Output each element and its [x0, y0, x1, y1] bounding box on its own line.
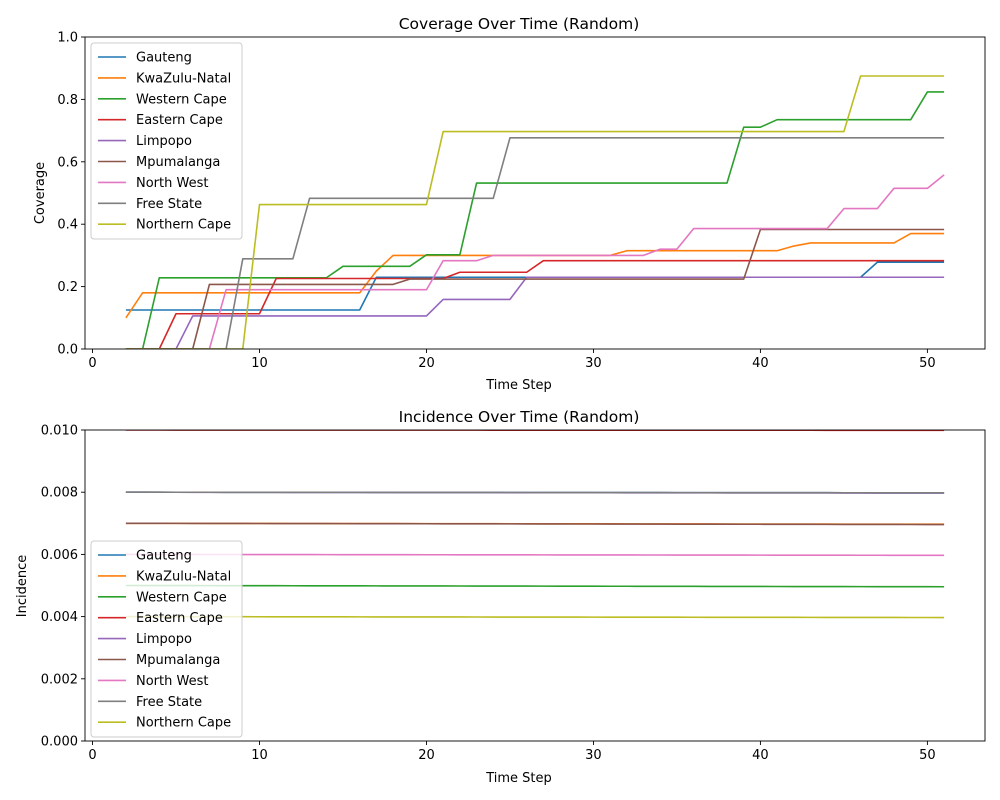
coverage-legend-label: Gauteng [136, 51, 192, 66]
coverage-y-tick-label: 0.4 [57, 218, 78, 233]
incidence-line-mpumalanga [125, 522, 945, 526]
incidence-series-group [125, 430, 945, 619]
incidence-y-axis-label: Incidence [15, 555, 30, 617]
coverage-legend-label: Free State [136, 197, 202, 212]
incidence-x-tick-label: 40 [752, 748, 769, 763]
incidence-y-tick-label: 0.000 [41, 735, 78, 750]
coverage-x-tick-label: 30 [585, 356, 602, 371]
coverage-x-tick-label: 50 [919, 356, 936, 371]
coverage-chart-title: Coverage Over Time (Random) [399, 15, 640, 33]
coverage-y-tick-label: 0.8 [57, 93, 78, 108]
coverage-legend-label: KwaZulu-Natal [136, 71, 231, 86]
coverage-y-tick-label: 0.2 [57, 280, 78, 295]
incidence-legend-label: Eastern Cape [136, 611, 223, 626]
incidence-legend-label: Free State [136, 695, 202, 710]
coverage-y-tick-label: 1.0 [57, 31, 78, 46]
coverage-legend-label: North West [136, 176, 208, 191]
coverage-legend-label: Eastern Cape [136, 113, 223, 128]
incidence-line-western-cape [125, 584, 945, 588]
incidence-x-tick-label: 0 [88, 748, 96, 763]
incidence-legend-label: Limpopo [136, 632, 192, 647]
coverage-axes-frame [84, 36, 986, 350]
coverage-line-eastern-cape [125, 259, 945, 349]
coverage-line-mpumalanga [125, 228, 945, 349]
incidence-y-tick-label: 0.004 [41, 610, 78, 625]
coverage-line-northern-cape [125, 75, 945, 349]
coverage-legend-label: Mpumalanga [136, 155, 220, 170]
incidence-x-axis-label: Time Step [485, 771, 552, 786]
coverage-line-limpopo [125, 276, 945, 349]
incidence-y-tick-label: 0.006 [41, 548, 78, 563]
incidence-chart-title: Incidence Over Time (Random) [399, 408, 640, 426]
coverage-x-tick-label: 40 [752, 356, 769, 371]
coverage-line-free-state [125, 136, 945, 349]
coverage-x-tick-label: 0 [88, 356, 96, 371]
coverage-x-tick-label: 20 [418, 356, 435, 371]
incidence-chart: Incidence Over Time (Random) Time Step I… [15, 408, 986, 786]
incidence-legend-label: Gauteng [136, 549, 192, 564]
coverage-chart: Coverage Over Time (Random) Time Step Co… [33, 15, 986, 393]
incidence-x-tick-label: 20 [418, 748, 435, 763]
coverage-x-tick-label: 10 [251, 356, 268, 371]
incidence-legend-label: North West [136, 674, 208, 689]
incidence-y-tick-label: 0.010 [41, 424, 78, 439]
incidence-line-north-west [125, 553, 945, 557]
coverage-x-axis-label: Time Step [485, 378, 552, 393]
coverage-legend-label: Western Cape [136, 92, 227, 107]
coverage-series-group [125, 75, 945, 349]
incidence-axes-frame [84, 429, 986, 742]
incidence-legend-label: Western Cape [136, 590, 227, 605]
incidence-legend-label: KwaZulu-Natal [136, 569, 231, 584]
incidence-y-tick-label: 0.008 [41, 486, 78, 501]
incidence-legend-label: Northern Cape [136, 716, 231, 731]
incidence-line-northern-cape [125, 615, 945, 619]
coverage-legend-label: Limpopo [136, 134, 192, 149]
incidence-y-tick-label: 0.002 [41, 672, 78, 687]
coverage-legend [90, 42, 243, 240]
coverage-line-north-west [125, 174, 945, 349]
coverage-line-kwazulu-natal [125, 232, 945, 319]
incidence-legend-label: Mpumalanga [136, 653, 220, 668]
coverage-y-tick-label: 0.0 [57, 343, 78, 358]
coverage-y-axis-label: Coverage [33, 162, 48, 224]
incidence-line-free-state [125, 491, 945, 494]
coverage-line-western-cape [125, 91, 945, 349]
incidence-x-tick-label: 50 [919, 748, 936, 763]
coverage-legend-label: Northern Cape [136, 218, 231, 233]
incidence-legend [90, 540, 243, 738]
incidence-x-tick-label: 30 [585, 748, 602, 763]
incidence-x-tick-label: 10 [251, 748, 268, 763]
coverage-y-tick-label: 0.6 [57, 155, 78, 170]
